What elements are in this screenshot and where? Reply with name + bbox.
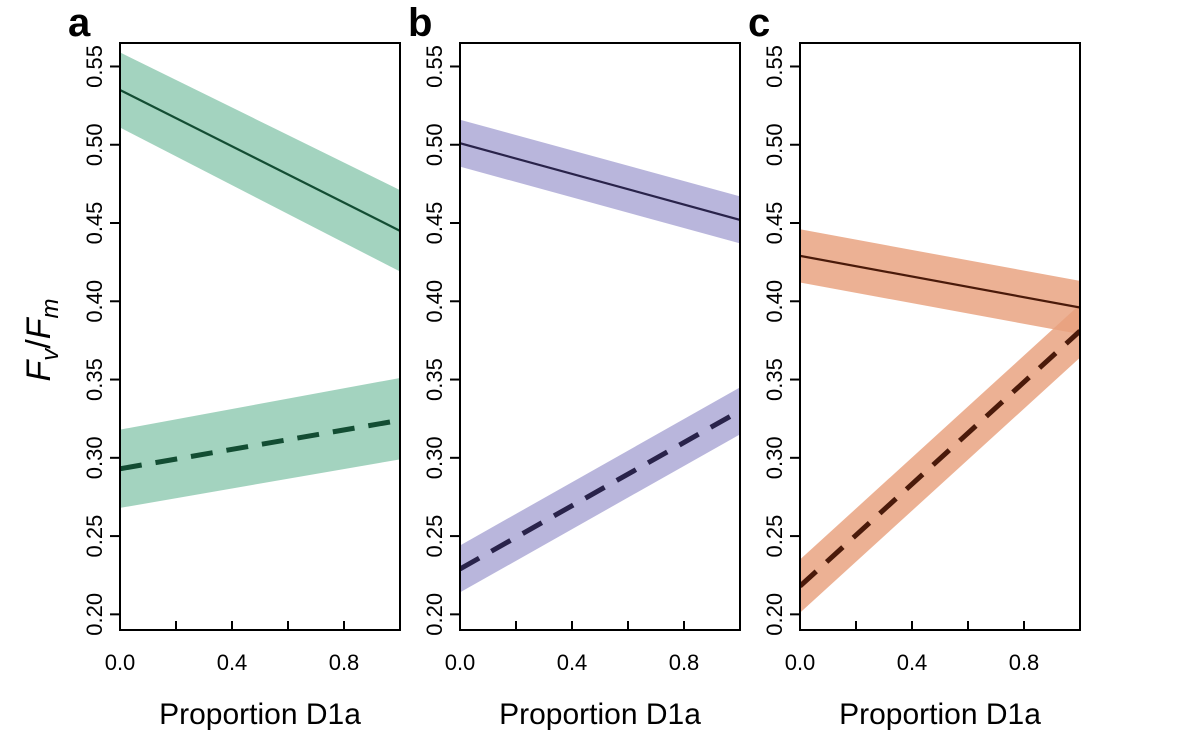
y-label-f2: F bbox=[20, 316, 58, 339]
series-line-dashed bbox=[120, 417, 400, 472]
x-axis-label: Proportion D1a bbox=[499, 698, 701, 731]
y-tick-label: 0.50 bbox=[82, 123, 107, 166]
x-tick-label: 0.8 bbox=[669, 650, 700, 675]
y-tick-label: 0.40 bbox=[82, 280, 107, 323]
panel-frame bbox=[119, 42, 401, 631]
x-tick-label: 0.8 bbox=[329, 650, 360, 675]
y-tick-label: 0.30 bbox=[422, 436, 447, 479]
y-axis-label: Fv/Fm bbox=[20, 298, 64, 381]
panel-a: 0.20 0.25 0.30 0.35 0.40 0.45 0.50 0.55 0.0 0.4 0.… bbox=[68, 1, 401, 731]
series-line-solid bbox=[120, 88, 400, 232]
panels-group: 0.20 0.25 0.30 0.35 0.40 0.45 0.50 0.55 0.0 0.4 0.… bbox=[68, 1, 1081, 731]
y-label-slash: / bbox=[20, 339, 58, 349]
panel-letter: b bbox=[408, 1, 432, 45]
x-axis-label: Proportion D1a bbox=[159, 698, 361, 731]
y-tick-label: 0.45 bbox=[422, 202, 447, 245]
y-tick-label: 0.45 bbox=[82, 202, 107, 245]
y-tick-label: 0.55 bbox=[422, 45, 447, 88]
x-tick-label: 0.0 bbox=[445, 650, 476, 675]
panel-b: 0.20 0.25 0.30 0.35 0.40 0.45 0.50 0.55 0.0 0.4 0.… bbox=[408, 1, 741, 731]
panel-letter: a bbox=[68, 1, 91, 45]
series-line-solid bbox=[800, 254, 1080, 309]
x-tick-label: 0.4 bbox=[897, 650, 928, 675]
y-tick-label: 0.45 bbox=[762, 202, 787, 245]
confidence-band-solid bbox=[120, 52, 400, 272]
y-tick-label: 0.20 bbox=[762, 593, 787, 636]
plot-area-b bbox=[460, 119, 740, 593]
panel-frame bbox=[799, 42, 1081, 631]
series-line-solid bbox=[460, 142, 740, 221]
y-label-f1: F bbox=[20, 359, 58, 382]
plot-area-a bbox=[120, 52, 400, 508]
y-tick-label: 0.35 bbox=[422, 358, 447, 401]
series-line-dashed bbox=[800, 329, 1080, 589]
confidence-band-dashed bbox=[120, 377, 400, 508]
y-tick-label: 0.20 bbox=[422, 593, 447, 636]
x-tick-label: 0.0 bbox=[105, 650, 136, 675]
y-tick-label: 0.40 bbox=[762, 280, 787, 323]
y-tick-label: 0.25 bbox=[422, 515, 447, 558]
x-tick-label: 0.4 bbox=[557, 650, 588, 675]
y-tick-label: 0.50 bbox=[422, 123, 447, 166]
y-label-sub-m: m bbox=[37, 298, 64, 318]
panel-frame bbox=[459, 42, 741, 631]
y-tick-label: 0.25 bbox=[762, 515, 787, 558]
panel-letter: c bbox=[748, 1, 770, 45]
y-tick-label: 0.55 bbox=[762, 45, 787, 88]
y-tick-label: 0.20 bbox=[82, 593, 107, 636]
y-tick-label: 0.30 bbox=[82, 436, 107, 479]
y-tick-label: 0.35 bbox=[82, 358, 107, 401]
plot-area-c bbox=[800, 229, 1080, 613]
y-tick-label: 0.35 bbox=[762, 358, 787, 401]
x-tick-label: 0.8 bbox=[1009, 650, 1040, 675]
x-tick-label: 0.4 bbox=[217, 650, 248, 675]
y-tick-label: 0.55 bbox=[82, 45, 107, 88]
y-label-sub-v: v bbox=[37, 347, 64, 361]
panel-c: 0.20 0.25 0.30 0.35 0.40 0.45 0.50 0.55 0.0 0.4 0.… bbox=[748, 1, 1081, 731]
x-axis-label: Proportion D1a bbox=[839, 698, 1041, 731]
x-tick-label: 0.0 bbox=[785, 650, 816, 675]
series-line-dashed bbox=[460, 408, 740, 572]
y-tick-label: 0.40 bbox=[422, 280, 447, 323]
y-tick-label: 0.50 bbox=[762, 123, 787, 166]
y-tick-label: 0.30 bbox=[762, 436, 787, 479]
y-tick-label: 0.25 bbox=[82, 515, 107, 558]
